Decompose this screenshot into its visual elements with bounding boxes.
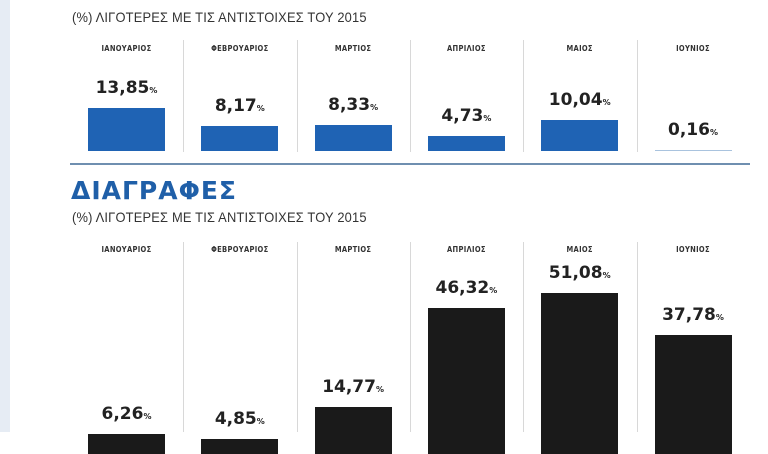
column-separator: [409, 40, 411, 152]
column-separator: [636, 242, 638, 432]
month-label: ΜΑΡΤΙΟΣ: [334, 245, 372, 254]
column-separator: [296, 242, 298, 432]
value-label: 13,85%: [95, 78, 158, 99]
column-separator: [523, 40, 525, 152]
month-label: ΦΕΒΡΟΥΑΡΙΟΣ: [211, 44, 269, 53]
month-label: ΦΕΒΡΟΥΑΡΙΟΣ: [211, 245, 269, 254]
value-label: 10,04%: [548, 89, 611, 110]
bar: [541, 119, 619, 151]
bar: [314, 407, 392, 454]
value-label: 8,17%: [214, 95, 265, 116]
bar: [654, 334, 732, 454]
column-separator: [183, 40, 185, 152]
value-label: 37,78%: [662, 304, 724, 325]
bar: [428, 136, 506, 151]
bar-charts: ΙΑΝΟΥΑΡΙΟΣ 13,85% ΦΕΒΡΟΥΑΡΙΟΣ 8,17% ΜΑΡΤΙΟΣ 8…: [88, 40, 732, 454]
value-label: 51,08%: [548, 263, 611, 284]
column-separator: [523, 242, 525, 432]
chart1-subtitle: (%) ΛΙΓΟΤΕΡΕΣ ΜΕ ΤΙΣ ΑΝΤΙΣΤΟΙΧΕΣ ΤΟΥ 201…: [72, 9, 367, 25]
value-label: 0,16%: [668, 119, 718, 140]
chart2-title: ΔΙΑΓΡΑΦΕΣ: [71, 176, 238, 205]
month-label: ΙΟΥΝΙΟΣ: [676, 245, 710, 254]
value-label: 6,26%: [101, 404, 152, 425]
month-label: ΙΟΥΝΙΟΣ: [676, 44, 710, 53]
month-label: ΙΑΝΟΥΑΡΙΟΣ: [101, 245, 152, 254]
column-separator: [296, 40, 298, 152]
month-label: ΑΠΡΙΛΙΟΣ: [446, 245, 486, 254]
bar: [201, 438, 279, 454]
bar: [654, 149, 732, 151]
month-label: ΙΑΝΟΥΑΡΙΟΣ: [101, 44, 152, 53]
month-label: ΜΑΙΟΣ: [566, 245, 593, 254]
value-label: 46,32%: [435, 278, 498, 299]
month-label: ΑΠΡΙΛΙΟΣ: [446, 44, 486, 53]
value-label: 4,73%: [441, 106, 492, 127]
section-divider: [70, 163, 750, 165]
column-separator: [409, 242, 411, 432]
column-separator: [183, 242, 185, 432]
value-label: 4,85%: [214, 408, 265, 429]
month-label: ΜΑΡΤΙΟΣ: [334, 44, 372, 53]
bar: [201, 125, 279, 151]
bar: [541, 293, 619, 454]
value-label: 8,33%: [328, 95, 379, 116]
chart2-subtitle: (%) ΛΙΓΟΤΕΡΕΣ ΜΕ ΤΙΣ ΑΝΤΙΣΤΟΙΧΕΣ ΤΟΥ 201…: [72, 209, 367, 225]
month-label: ΜΑΙΟΣ: [566, 44, 593, 53]
value-label: 14,77%: [322, 377, 384, 398]
column-separator: [636, 40, 638, 152]
bar: [88, 108, 166, 151]
left-edge-strip: [0, 0, 10, 432]
bar: [88, 434, 166, 454]
bar: [428, 308, 506, 454]
bar: [314, 125, 392, 151]
